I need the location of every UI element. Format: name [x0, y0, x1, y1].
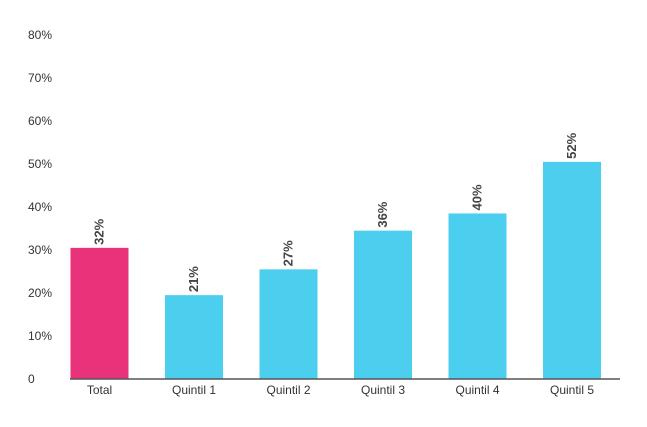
y-tick-label: 30%: [28, 243, 52, 257]
bar-quintil-5: [543, 161, 601, 379]
bar-quintil-2: [259, 269, 318, 379]
data-labels: 32% 21% 27% 36% 40% 52%: [92, 132, 580, 292]
bar-quintil-1: [165, 295, 223, 379]
data-label: 21%: [186, 266, 201, 292]
y-tick-label: 50%: [28, 157, 52, 171]
y-tick-label: 0: [28, 372, 35, 386]
y-tick-label: 60%: [28, 114, 52, 128]
bar-quintil-3: [354, 230, 412, 379]
y-axis-ticks: 0 10% 20% 30% 40% 50% 60% 70% 80%: [28, 28, 52, 386]
x-tick-label: Quintil 4: [455, 383, 499, 397]
data-label: 27%: [281, 240, 296, 266]
data-label: 52%: [564, 132, 579, 158]
x-tick-label: Quintil 2: [266, 383, 310, 397]
x-tick-label: Total: [87, 383, 112, 397]
bar-quintil-4: [448, 213, 507, 379]
bars: [70, 161, 601, 379]
data-label: 40%: [470, 184, 485, 210]
x-tick-label: Quintil 3: [361, 383, 405, 397]
data-label: 36%: [375, 201, 390, 227]
bar-total: [70, 247, 129, 379]
y-tick-label: 40%: [28, 200, 52, 214]
x-tick-label: Quintil 5: [550, 383, 594, 397]
y-tick-label: 10%: [28, 329, 52, 343]
category-labels: Total Quintil 1 Quintil 2 Quintil 3 Quintil …: [87, 383, 595, 397]
y-tick-label: 20%: [28, 286, 52, 300]
data-label: 32%: [92, 218, 107, 244]
x-tick-label: Quintil 1: [172, 383, 216, 397]
y-tick-label: 80%: [28, 28, 52, 42]
y-tick-label: 70%: [28, 71, 52, 85]
